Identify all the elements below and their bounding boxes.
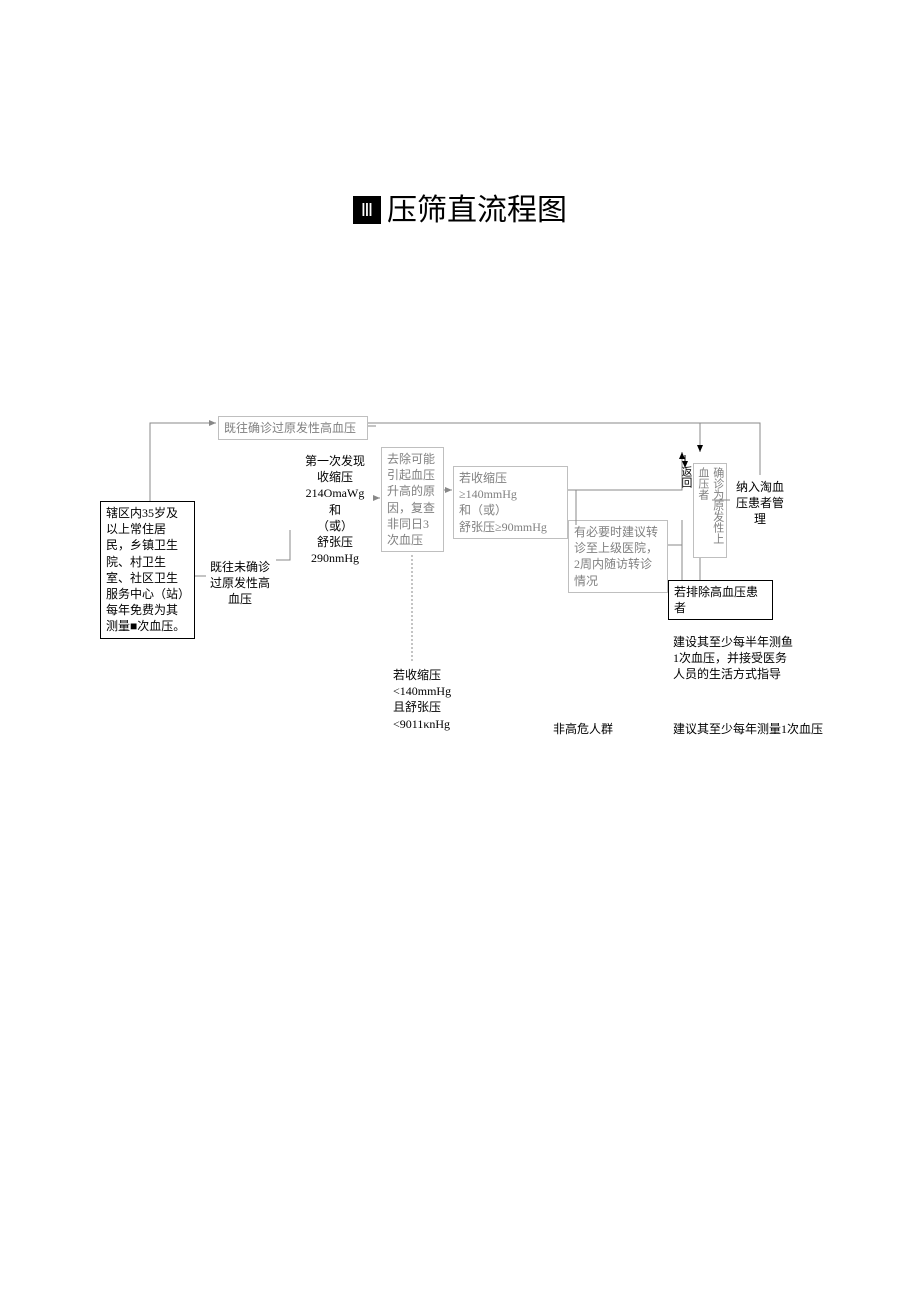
node-non-high-risk: 非高危人群 [548, 718, 618, 740]
node-vertical-return: 返回 [678, 466, 693, 506]
node-excluded: 若排除高血压患者 [668, 580, 773, 620]
node-advice-halfyear: 建设其至少每半年测鱼1次血压，并接受医务人员的生活方式指导 [668, 631, 803, 686]
node-vertical-confirm: 确诊为原发性上血压者 [693, 463, 727, 558]
node-prev-not-confirmed: 既往未确诊过原发性高血压 [200, 556, 280, 611]
title-text: 压筛直流程图 [387, 185, 567, 229]
node-if-low: 若收缩压<140mmHg且舒张压<9011κnHg [388, 664, 458, 735]
node-prev-confirmed: 既往确诊过原发性高血压 [218, 416, 368, 440]
node-advice-year: 建议其至少每年测量1次血压 [668, 718, 828, 740]
node-refer-up: 有必要时建议转诊至上级医院，2周内随访转诊情况 [568, 520, 668, 593]
node-if-high: 若收缩压≥140mmHg 和（或） 舒张压≥90mmHg [453, 466, 568, 539]
node-exclude-recheck: 去除可能引起血压升高的原因，复查非同日3次血压 [381, 447, 444, 552]
node-first-detect: 第一次发现 收缩压 214OmaWg 和 （或） 舒张压 290nmHg [295, 450, 375, 569]
page-title: Ⅲ 压筛直流程图 [0, 185, 920, 229]
node-start: 辖区内35岁及以上常住居民，乡镇卫生院、村卫生室、社区卫生服务中心（站）每年免费… [100, 501, 195, 639]
node-enroll: 纳入淘血压患者管理 [730, 476, 790, 531]
title-icon: Ⅲ [353, 196, 381, 224]
